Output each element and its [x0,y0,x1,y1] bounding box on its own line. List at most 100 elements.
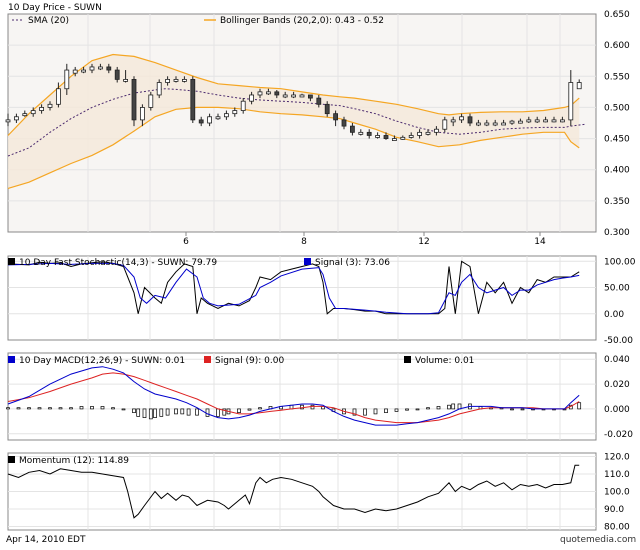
macd-volume-label: Volume: 0.01 [415,356,474,366]
candle-body [5,119,11,123]
panel-frame [7,352,597,441]
y-tick-label: 0.300 [604,228,630,238]
candle-body [257,91,263,96]
macd-signal-label: Signal (9): 0.00 [215,356,284,366]
legend-stochastic-swatch [8,258,15,265]
candle-body [22,113,28,117]
legend-momentum-swatch [8,456,15,463]
candle-body [391,138,397,141]
candle-body [501,122,507,126]
legend-macd-signal-swatch [204,356,211,363]
macd-histogram-bar [37,407,42,410]
candle-body [173,79,179,82]
candle-body [433,128,439,133]
candle-body [215,116,221,120]
macd-histogram-bar [352,408,357,416]
macd-title: 10 Day MACD(12,26,9) - SUWN: 0.01 [19,356,185,366]
candle-body [492,122,498,126]
candle-body [139,107,145,121]
candle-body [56,88,61,105]
candle-body [366,131,372,136]
candle-body [265,91,271,95]
macd-histogram-bar [384,408,388,414]
macd-histogram-bar [237,408,241,414]
macd-histogram-bar [436,406,441,410]
candle-body [417,131,423,136]
macd-histogram-bar [6,407,10,410]
candle-body [484,122,490,126]
macd-histogram-bar [142,408,147,418]
y-tick-label: 0.350 [604,197,630,207]
macd-histogram-bar [205,408,210,417]
legend-stoch-signal-swatch [304,258,311,265]
macd-histogram-bar [451,403,456,410]
macd-histogram-bar [310,404,315,410]
candle-body [98,66,103,70]
macd-histogram-bar [132,408,136,414]
quotemedia-logo: quotemedia.com [560,535,637,545]
macd-histogram-bar [180,408,185,415]
legend-sma-label: SMA (20) [28,16,69,26]
candle-body [518,120,523,124]
candle-body [349,125,355,133]
candle-body [425,131,431,135]
candle-body [459,116,465,121]
candle-body [156,82,162,96]
y-tick-label: 120.0 [604,453,630,463]
macd-histogram-bar [405,408,409,411]
legend-macd-swatch [8,356,15,363]
candle-body [207,116,213,124]
y-tick-label: 80.00 [604,523,630,533]
macd-histogram-bar [121,408,126,411]
macd-histogram-bar [16,407,21,410]
macd-histogram-bar [136,408,141,417]
bollinger-lower-line [7,106,580,189]
candle-body [400,136,406,140]
candle-body [383,135,389,139]
macd-histogram-bar [174,408,178,415]
candle-body [291,94,297,98]
candle-body [232,110,238,115]
candle-body [13,116,19,121]
candle-body [72,69,78,74]
candle-body [131,79,137,121]
candle-body [249,94,255,102]
stochastic-k-line [7,260,580,315]
macd-histogram-bar [148,408,153,420]
panel-2: 0.040 0.020 0.000 -0.020 10 Day MACD(12,26,9… [6,352,633,441]
candle-body [568,82,574,121]
candle-body [299,94,305,98]
macd-histogram-bar [577,402,582,410]
momentum-title: Momentum (12): 114.89 [19,456,129,466]
candle-body [114,69,120,80]
macd-histogram-bar [69,407,73,410]
candle-body [64,69,70,90]
y-tick-label: 0.500 [604,103,630,113]
candle-body [123,79,128,82]
macd-histogram-bar [216,408,220,417]
macd-histogram-bar [153,408,157,418]
macd-histogram-bar [520,408,525,411]
x-tick-label: 6 [183,237,189,247]
price-chart-title: 10 Day Price - SUWN [8,3,102,13]
panel-0: 0.650 0.600 0.550 0.500 0.450 0.400 0.350 0.300… [5,3,630,247]
macd-histogram-bar [186,408,191,416]
candle-body [408,135,414,138]
macd-histogram-bar [100,406,105,410]
x-tick-label: 8 [301,237,307,247]
momentum-line [7,464,580,519]
candle-body [106,66,112,71]
macd-histogram-bar [90,406,94,410]
candle-body [148,94,154,108]
candle-body [324,103,330,115]
candle-body [316,97,322,105]
y-tick-label: 0.040 [604,355,630,365]
candle-body [534,119,540,123]
macd-histogram-bar [222,408,227,416]
macd-histogram-bar [394,408,399,412]
macd-histogram-bar [426,407,430,410]
y-tick-label: 0.550 [604,72,630,82]
candle-body [341,119,347,127]
candle-body [165,79,171,83]
